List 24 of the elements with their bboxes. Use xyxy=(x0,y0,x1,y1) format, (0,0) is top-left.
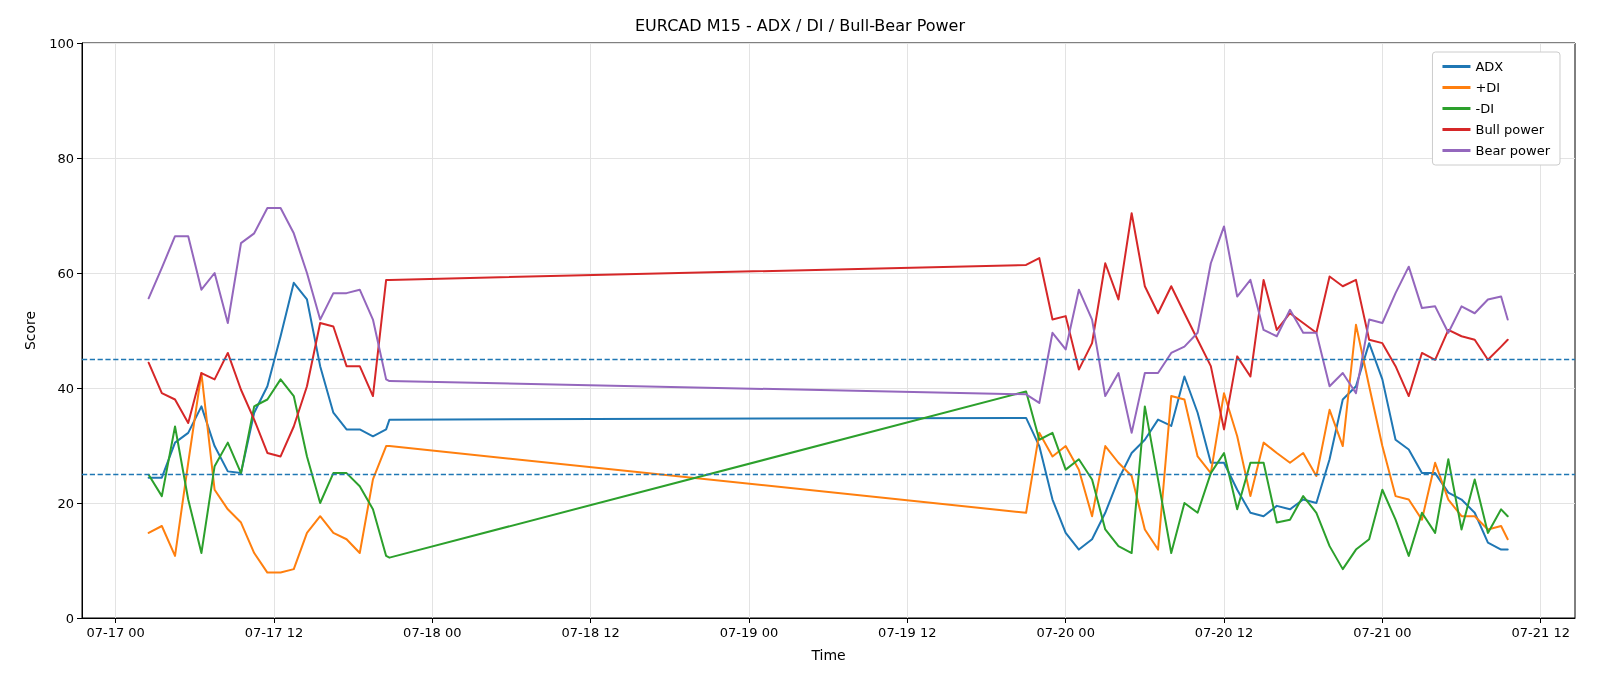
y-tick-label: 100 xyxy=(49,35,74,51)
x-tick-label: 07-19 00 xyxy=(719,625,779,640)
x-axis-title: Time xyxy=(810,647,846,663)
x-tick-label: 07-19 12 xyxy=(878,625,937,640)
legend-label: -DI xyxy=(1475,101,1495,116)
legend-label: ADX xyxy=(1475,59,1504,74)
legend-label: +DI xyxy=(1475,80,1501,95)
x-tick-label: 07-18 12 xyxy=(561,625,620,640)
x-tick-label: 07-17 12 xyxy=(244,625,304,640)
x-tick-label: 07-18 00 xyxy=(403,625,462,640)
y-tick-label: 20 xyxy=(57,495,74,511)
x-tick-label: 07-17 00 xyxy=(86,625,145,640)
x-tick-label: 07-20 12 xyxy=(1194,625,1254,640)
y-tick-label: 0 xyxy=(65,610,74,626)
y-tick-label: 60 xyxy=(57,265,74,281)
y-tick-label: 80 xyxy=(57,150,74,166)
x-tick-label: 07-21 00 xyxy=(1353,625,1412,640)
y-tick-label: 40 xyxy=(57,380,74,396)
legend-label: Bear power xyxy=(1475,143,1551,158)
x-tick-label: 07-20 00 xyxy=(1036,625,1095,640)
x-tick-label: 07-21 12 xyxy=(1511,625,1570,640)
chart-title: EURCAD M15 - ADX / DI / Bull-Bear Power xyxy=(634,15,966,35)
y-axis-title: Score xyxy=(22,310,38,351)
legend-label: Bull power xyxy=(1475,122,1545,137)
